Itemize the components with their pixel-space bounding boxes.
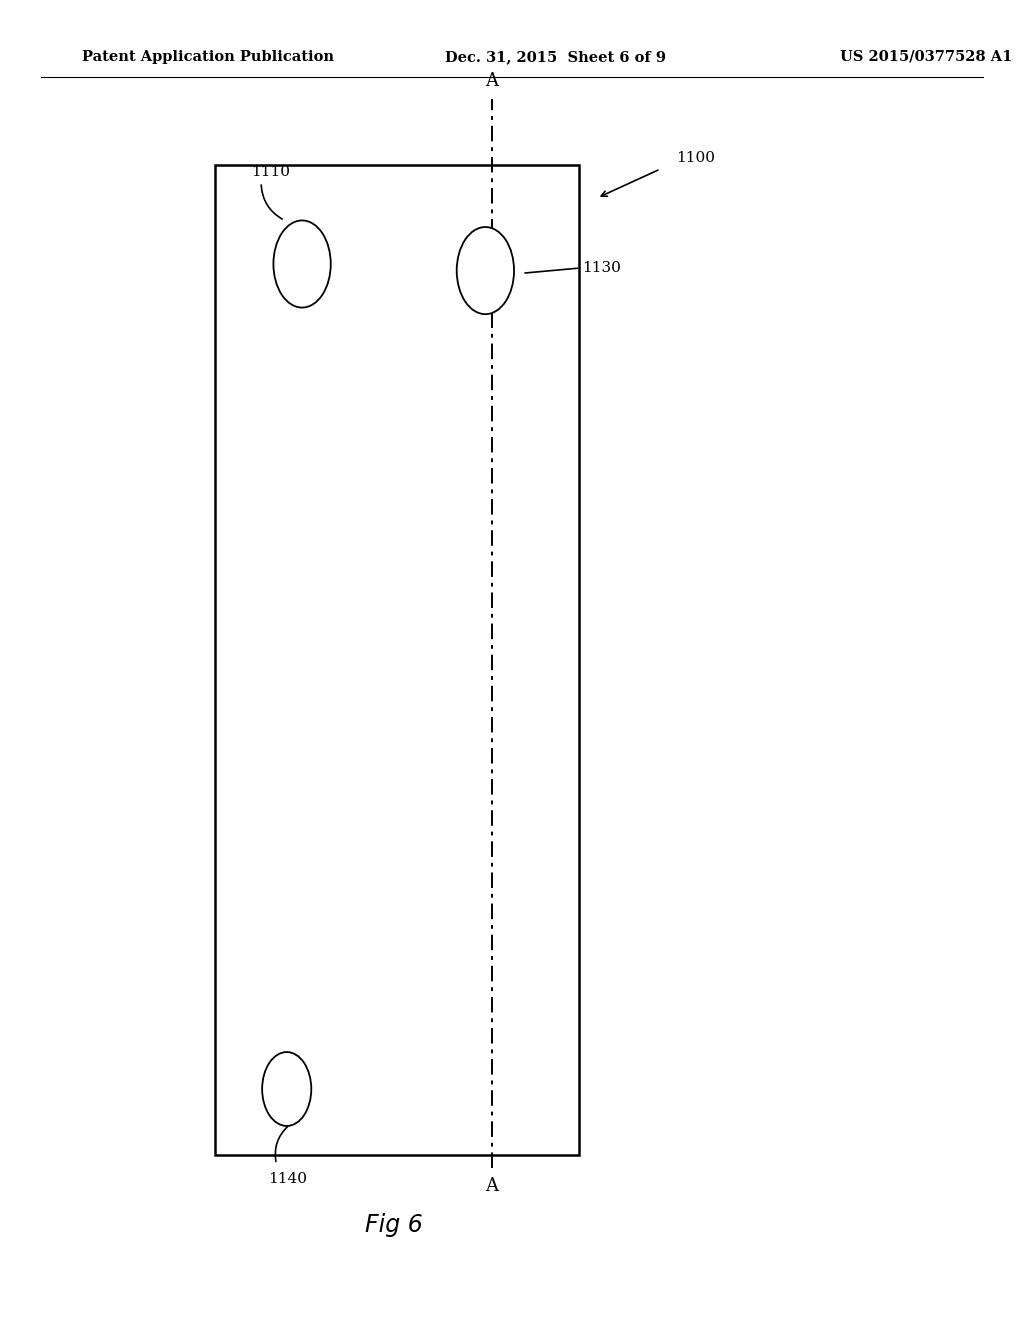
Text: 1140: 1140 xyxy=(268,1172,307,1185)
Bar xyxy=(215,165,579,1155)
Text: Fig 6: Fig 6 xyxy=(366,1213,423,1237)
Text: 1110: 1110 xyxy=(251,165,290,178)
Text: A: A xyxy=(485,71,498,90)
Text: A: A xyxy=(485,1177,498,1196)
Text: 1130: 1130 xyxy=(582,261,621,275)
Text: 1100: 1100 xyxy=(676,152,715,165)
Text: Dec. 31, 2015  Sheet 6 of 9: Dec. 31, 2015 Sheet 6 of 9 xyxy=(445,50,667,63)
Text: US 2015/0377528 A1: US 2015/0377528 A1 xyxy=(840,50,1012,63)
Ellipse shape xyxy=(273,220,331,308)
Text: Patent Application Publication: Patent Application Publication xyxy=(82,50,334,63)
Ellipse shape xyxy=(262,1052,311,1126)
Ellipse shape xyxy=(457,227,514,314)
